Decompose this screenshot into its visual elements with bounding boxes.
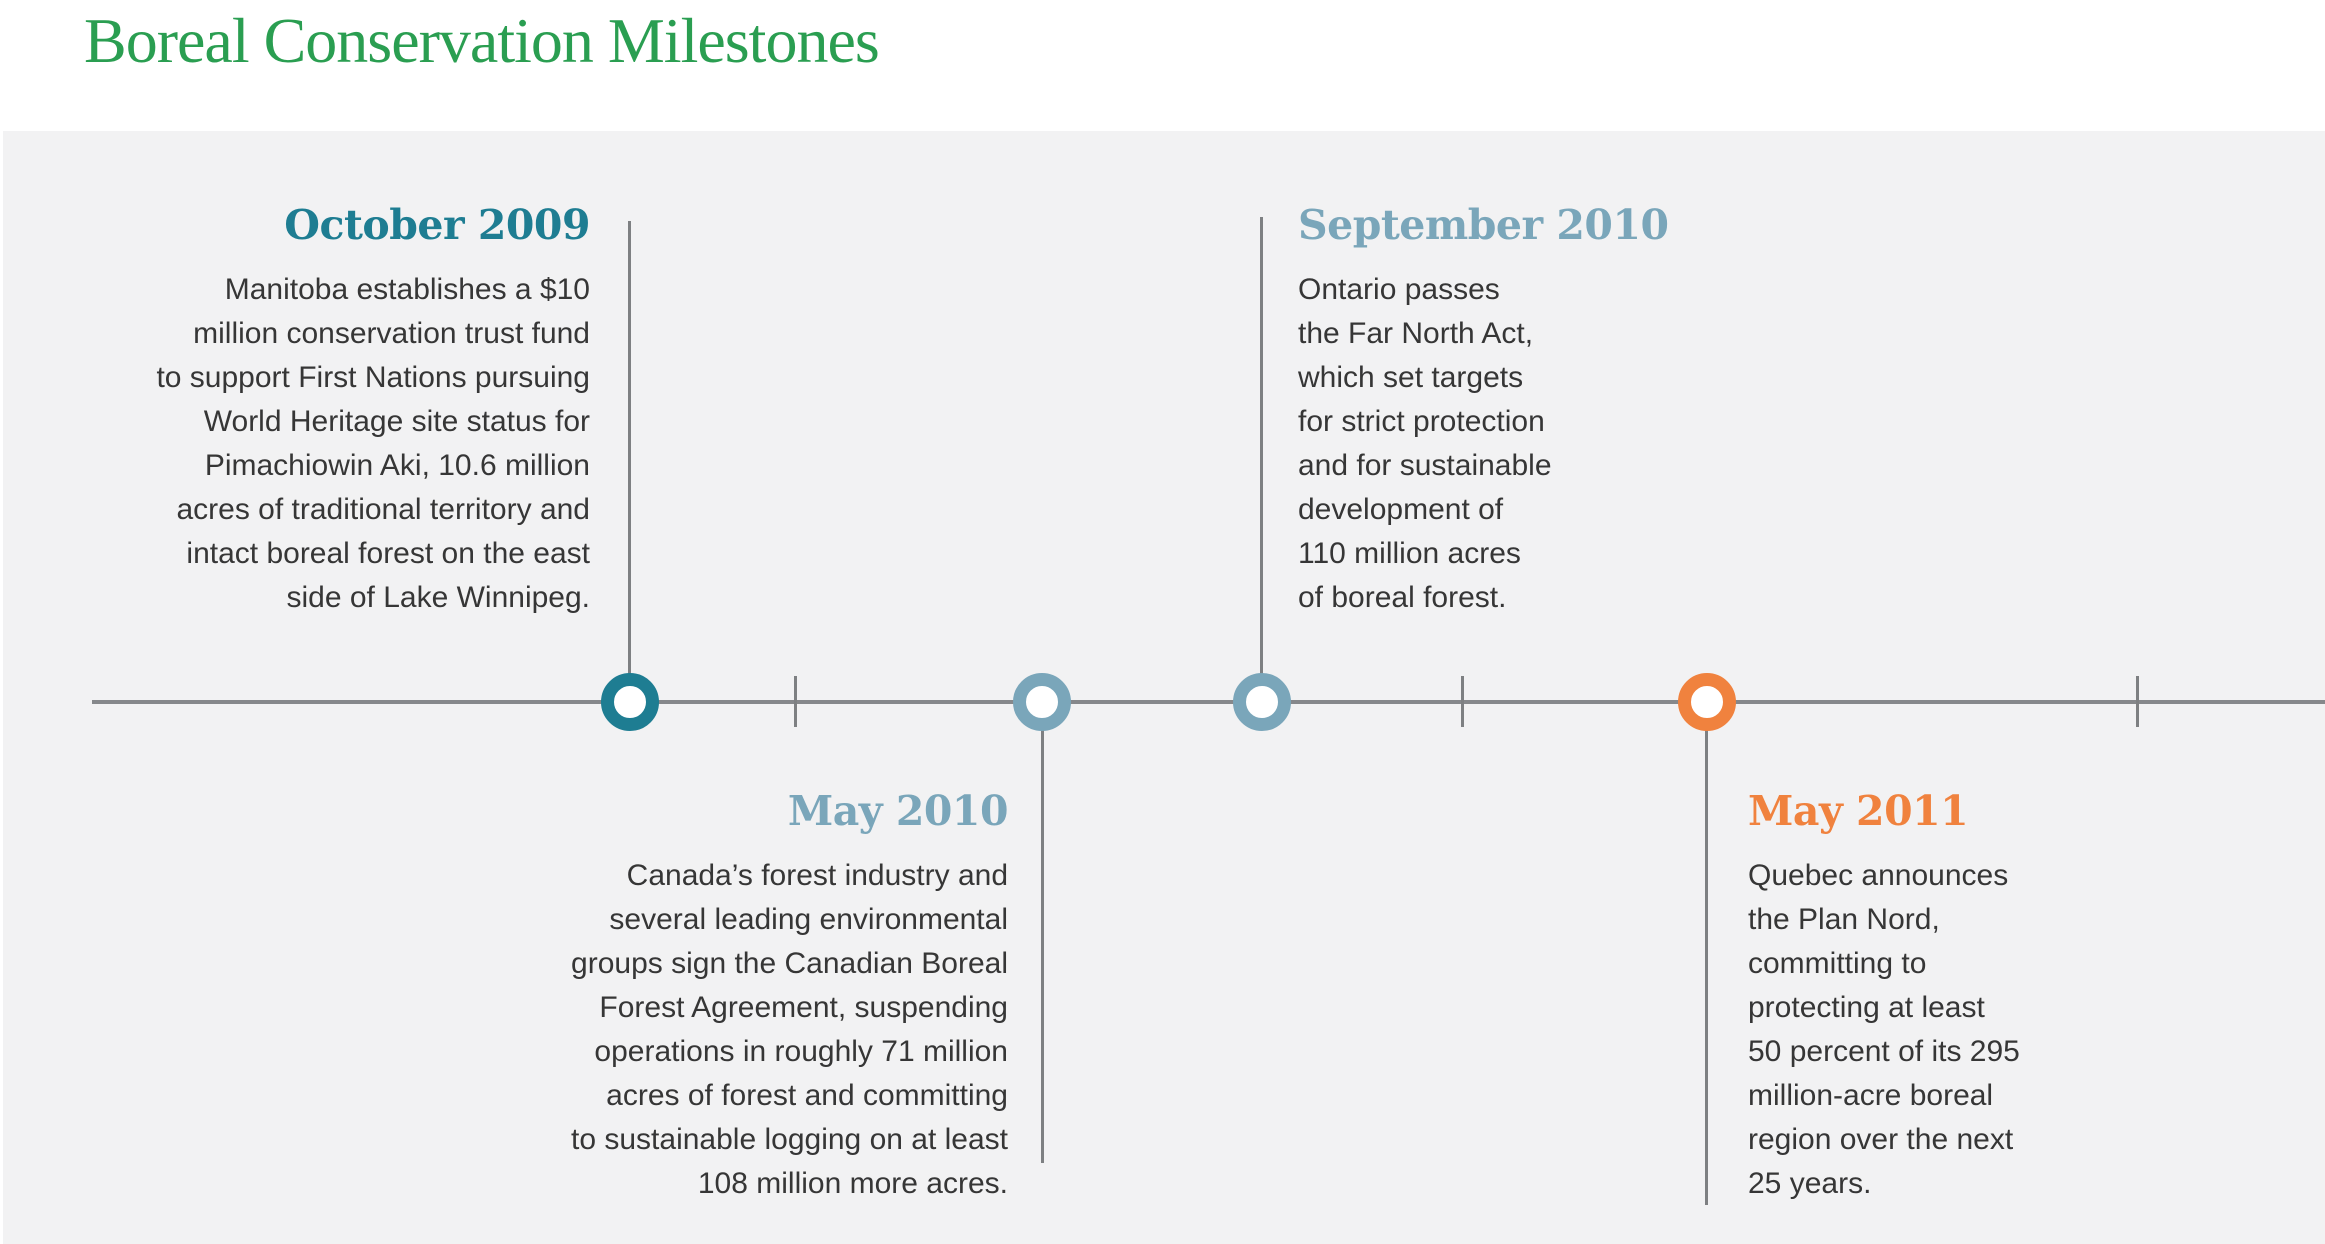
milestone-date: May 2011 bbox=[1748, 787, 1969, 835]
milestone-stem bbox=[1041, 702, 1044, 1163]
milestone-date: October 2009 bbox=[284, 201, 590, 249]
page-title: Boreal Conservation Milestones bbox=[84, 5, 880, 76]
timeline-tick bbox=[794, 676, 797, 727]
timeline-marker bbox=[1678, 673, 1736, 731]
milestone-stem bbox=[628, 221, 631, 702]
milestone-description: Ontario passes the Far North Act, which … bbox=[1298, 273, 1552, 614]
milestone-description: Quebec announces the Plan Nord, committi… bbox=[1748, 859, 2020, 1200]
milestone-description: Canada’s forest industry and several lea… bbox=[571, 859, 1008, 1200]
milestone-october-2009: October 2009 Manitoba establishes a $10 … bbox=[50, 203, 590, 620]
milestone-date: May 2010 bbox=[787, 787, 1009, 835]
timeline-tick bbox=[2136, 676, 2139, 727]
milestone-description: Manitoba establishes a $10 million conse… bbox=[156, 273, 590, 614]
timeline-axis bbox=[92, 700, 2325, 704]
timeline-tick bbox=[1461, 676, 1464, 727]
milestone-may-2010: May 2010 Canada’s forest industry and se… bbox=[468, 789, 1008, 1206]
milestone-stem bbox=[1260, 217, 1263, 702]
milestone-may-2011: May 2011 Quebec announces the Plan Nord,… bbox=[1748, 789, 2148, 1206]
timeline-marker bbox=[601, 673, 659, 731]
timeline-marker bbox=[1013, 673, 1071, 731]
timeline-panel bbox=[3, 131, 2325, 1244]
milestone-date: September 2010 bbox=[1298, 201, 1669, 249]
milestone-september-2010: September 2010 Ontario passes the Far No… bbox=[1298, 203, 1728, 620]
milestone-stem bbox=[1705, 702, 1708, 1205]
timeline-marker bbox=[1233, 673, 1291, 731]
